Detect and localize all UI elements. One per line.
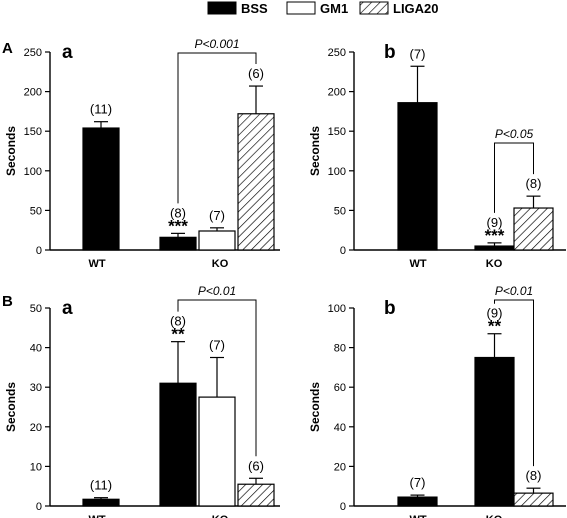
p-value-label: P<0.01 [495, 284, 533, 298]
bar [513, 207, 554, 251]
y-axis-label: Seconds [4, 126, 18, 176]
n-label: (9) [487, 215, 503, 230]
bar [237, 113, 275, 251]
bar [474, 356, 515, 507]
y-tick-label: 10 [30, 461, 42, 473]
panel-sublabel: b [384, 42, 396, 63]
y-tick-label: 100 [328, 303, 346, 315]
significance-stars: *** [168, 216, 188, 235]
y-tick-label: 20 [30, 422, 42, 434]
p-value-label: P<0.001 [194, 37, 239, 51]
p-value-label: P<0.01 [198, 284, 236, 298]
row-label-b: B [2, 293, 13, 310]
y-axis-label: Seconds [4, 382, 18, 432]
n-label: (7) [410, 475, 426, 490]
n-label: (8) [170, 314, 186, 329]
panel-sublabel: a [62, 298, 73, 319]
n-label: (6) [248, 66, 264, 81]
y-tick-label: 50 [334, 205, 346, 217]
y-tick-label: 200 [24, 87, 42, 99]
n-label: (9) [487, 306, 503, 321]
n-label: (7) [209, 208, 225, 223]
n-label: (6) [248, 458, 264, 473]
n-label: (8) [170, 205, 186, 220]
category-label: WT [409, 258, 426, 270]
comparison-bracket [494, 299, 534, 467]
n-label: (8) [526, 468, 542, 483]
legend-swatch-gm1 [286, 1, 316, 15]
y-tick-label: 150 [328, 126, 346, 138]
y-tick-label: 250 [24, 47, 42, 59]
chart-Ab: 0 50 100 150 200 250 Seconds b WT KO (7) ***(9) (8) P… [308, 42, 566, 270]
legend-swatch-liga20 [359, 1, 389, 15]
bar [397, 496, 438, 507]
chart-Bb: 0 20 40 60 80 100 Seconds b WT KO (7) **(9) (8) P<0.0… [308, 284, 566, 518]
category-label: WT [88, 258, 105, 270]
bar [198, 396, 236, 507]
category-label: WT [88, 514, 105, 518]
bar [237, 483, 275, 507]
legend-label-bss: BSS [241, 1, 268, 16]
y-tick-label: 0 [340, 501, 346, 513]
y-axis-label: Seconds [308, 126, 322, 176]
y-tick-label: 40 [30, 343, 42, 355]
panel-sublabel: b [384, 298, 396, 319]
legend: BSS GM1 LIGA20 [207, 1, 439, 16]
y-axis-label: Seconds [308, 382, 322, 432]
p-value-label: P<0.05 [495, 127, 534, 141]
row-label-a: A [2, 40, 13, 57]
y-tick-label: 50 [30, 205, 42, 217]
y-tick-label: 50 [30, 303, 42, 315]
n-label: (8) [526, 176, 542, 191]
chart-Ba: 0 10 20 30 40 50 Seconds a WT KO (11) **(8) (7) (6) P<… [4, 284, 280, 518]
y-tick-label: 0 [36, 245, 42, 257]
y-tick-label: 0 [36, 501, 42, 513]
bar [82, 498, 120, 507]
bar [513, 492, 554, 507]
y-tick-label: 40 [334, 422, 346, 434]
category-label: KO [212, 258, 229, 270]
y-tick-label: 20 [334, 461, 346, 473]
bar [474, 245, 515, 251]
n-label: (7) [209, 338, 225, 353]
category-label: KO [486, 514, 503, 518]
legend-swatch-bss [207, 1, 237, 15]
y-tick-label: 200 [328, 87, 346, 99]
y-tick-label: 100 [328, 166, 346, 178]
panel-sublabel: a [62, 42, 73, 63]
y-tick-label: 30 [30, 382, 42, 394]
y-tick-label: 250 [328, 47, 346, 59]
bar [198, 230, 236, 251]
y-tick-label: 60 [334, 382, 346, 394]
y-tick-label: 150 [24, 126, 42, 138]
significance-stars: *** [485, 226, 505, 245]
n-label: (11) [90, 102, 112, 117]
significance-stars: ** [488, 317, 502, 336]
chart-Aa: 0 50 100 150 200 250 Seconds a WT KO (11) ***(8) (7)… [4, 37, 280, 270]
comparison-bracket [177, 299, 257, 457]
n-label: (11) [90, 478, 112, 493]
comparison-bracket [494, 142, 534, 213]
legend-label-gm1: GM1 [320, 1, 348, 16]
y-tick-label: 0 [340, 245, 346, 257]
comparison-bracket [177, 52, 257, 204]
bar [397, 102, 438, 251]
bar [82, 127, 120, 251]
n-label: (7) [410, 46, 426, 61]
y-tick-label: 100 [24, 166, 42, 178]
bar [159, 382, 197, 507]
category-label: KO [212, 514, 229, 518]
category-label: WT [409, 514, 426, 518]
significance-stars: ** [171, 325, 185, 344]
legend-label-liga20: LIGA20 [393, 1, 439, 16]
category-label: KO [486, 258, 503, 270]
bar [159, 236, 197, 251]
y-tick-label: 80 [334, 343, 346, 355]
